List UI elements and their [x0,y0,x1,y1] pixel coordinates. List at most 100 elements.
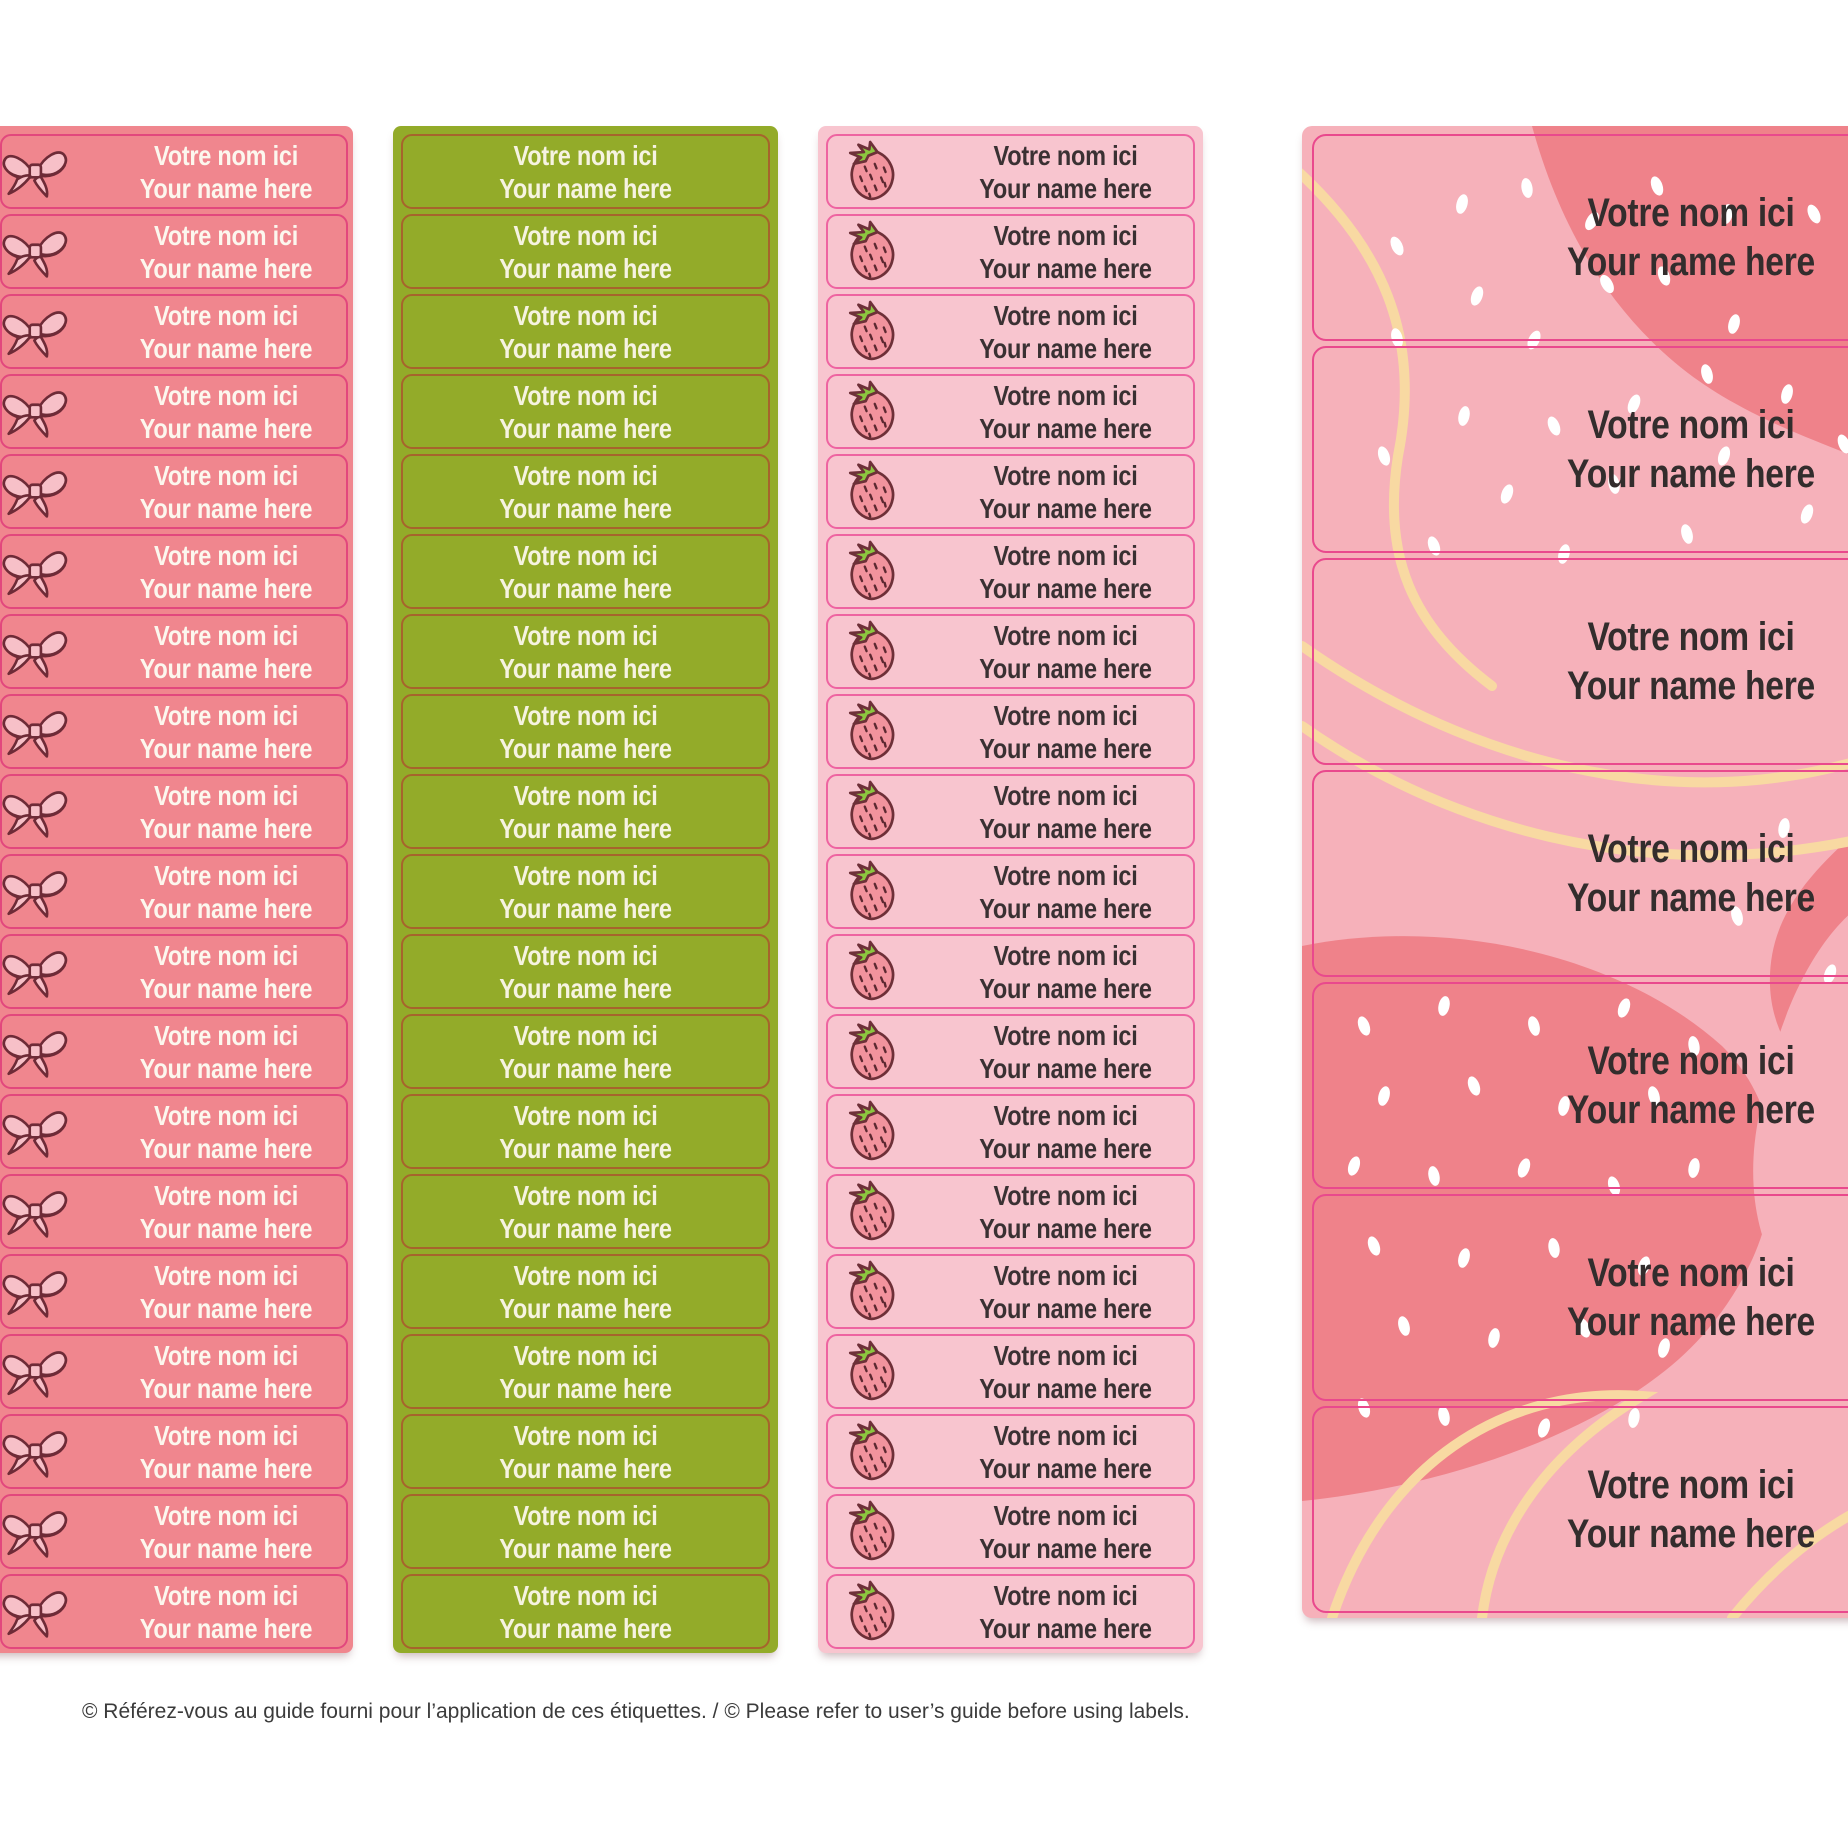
label-text: Votre nom ici Your name here [432,299,739,365]
label-sheet-bow: Votre nom ici Your name here Votre nom ic… [0,126,353,1653]
name-label: Votre nom ici Your name here [401,1094,770,1169]
label-text: Votre nom ici Your name here [125,1019,327,1085]
label-text: Votre nom ici Your name here [125,1099,327,1165]
label-icon-box [828,1258,938,1326]
name-label: Votre nom ici Your name here [0,1254,348,1329]
label-text-en: Your name here [139,1452,313,1484]
strawberry-icon [848,940,895,1000]
label-text-fr: Votre nom ici [1587,826,1795,871]
label-text-en: Your name here [499,892,672,924]
name-label: Votre nom ici Your name here [0,1094,348,1169]
label-text: Votre nom ici Your name here [958,939,1172,1005]
label-text-en: Your name here [1567,875,1815,920]
label-text-en: Your name here [979,572,1152,604]
label-text: Votre nom ici Your name here [432,1019,739,1085]
label-text-en: Your name here [139,1372,313,1404]
label-text-fr: Votre nom ici [993,299,1138,331]
label-text-fr: Votre nom ici [1587,1250,1795,1295]
name-label: Votre nom ici Your name here [826,854,1195,929]
label-text-fr: Votre nom ici [154,1179,298,1211]
label-text-fr: Votre nom ici [154,859,298,891]
label-text: Votre nom ici Your name here [125,1259,327,1325]
strawberry-icon [848,700,895,760]
label-text: Votre nom ici Your name here [125,299,327,365]
label-text: Votre nom ici Your name here [432,459,739,525]
label-text-fr: Votre nom ici [154,939,298,971]
label-text-fr: Votre nom ici [513,1019,658,1051]
label-text-fr: Votre nom ici [513,539,658,571]
label-text: Votre nom ici Your name here [958,699,1172,765]
label-icon-box [828,778,938,846]
label-text: Votre nom ici Your name here [958,619,1172,685]
label-text: Votre nom ici Your name here [432,379,739,445]
label-text-fr: Votre nom ici [513,1179,658,1211]
name-label: Votre nom ici Your name here [826,1334,1195,1409]
label-text-fr: Votre nom ici [993,859,1138,891]
label-text-en: Your name here [499,972,672,1004]
label-icon-box [2,1263,106,1321]
label-text-fr: Votre nom ici [154,779,298,811]
label-icon-box [2,1503,106,1561]
name-label: Votre nom ici Your name here [0,294,348,369]
label-text-en: Your name here [139,172,313,204]
label-text: Votre nom ici Your name here [958,299,1172,365]
label-text: Votre nom ici Your name here [958,859,1172,925]
label-text-en: Your name here [499,332,672,364]
label-text-fr: Votre nom ici [513,1339,658,1371]
label-text-fr: Votre nom ici [993,139,1138,171]
label-text-en: Your name here [139,1292,313,1324]
name-label: Votre nom ici Your name here [826,1254,1195,1329]
label-text: Votre nom ici Your name here [125,699,327,765]
label-text-en: Your name here [139,332,313,364]
bow-icon [2,950,68,998]
label-text-fr: Votre nom ici [513,1579,658,1611]
label-text-fr: Votre nom ici [513,219,658,251]
name-label: Votre nom ici Your name here [826,774,1195,849]
label-text: Votre nom ici Your name here [432,1099,739,1165]
label-icon-box [2,703,106,761]
bow-icon [2,230,68,278]
name-label: Votre nom ici Your name here [1312,982,1848,1189]
label-text: Votre nom ici Your name here [958,1099,1172,1165]
label-text: Votre nom ici Your name here [958,1179,1172,1245]
label-text-en: Your name here [499,172,672,204]
label-text-fr: Votre nom ici [513,939,658,971]
name-label: Votre nom ici Your name here [826,1574,1195,1649]
label-text: Votre nom ici Your name here [125,1579,327,1645]
name-label: Votre nom ici Your name here [401,614,770,689]
label-text-fr: Votre nom ici [993,459,1138,491]
label-text-en: Your name here [979,812,1152,844]
label-text-fr: Votre nom ici [993,939,1138,971]
label-text-fr: Votre nom ici [993,1019,1138,1051]
name-label: Votre nom ici Your name here [1312,770,1848,977]
label-text: Votre nom ici Your name here [432,619,739,685]
label-text-en: Your name here [499,1372,672,1404]
label-text: Votre nom ici Your name here [1374,189,1848,287]
label-text: Votre nom ici Your name here [432,859,739,925]
bow-icon [2,870,68,918]
strawberry-icon [848,1420,895,1480]
name-label: Votre nom ici Your name here [401,1174,770,1249]
label-text: Votre nom ici Your name here [125,1419,327,1485]
label-text-en: Your name here [139,652,313,684]
label-text-en: Your name here [1567,451,1815,496]
label-text-fr: Votre nom ici [993,1579,1138,1611]
label-text: Votre nom ici Your name here [125,939,327,1005]
label-text-fr: Votre nom ici [993,539,1138,571]
label-text: Votre nom ici Your name here [432,139,739,205]
name-label: Votre nom ici Your name here [401,1414,770,1489]
label-sheet-strawberry: Votre nom ici Your name here Votre nom ic… [818,126,1203,1653]
name-label: Votre nom ici Your name here [401,1334,770,1409]
label-text-en: Your name here [139,252,313,284]
label-text-fr: Votre nom ici [154,459,298,491]
label-text: Votre nom ici Your name here [958,219,1172,285]
name-label: Votre nom ici Your name here [401,294,770,369]
name-label: Votre nom ici Your name here [0,934,348,1009]
strawberry-icon [848,220,895,280]
name-label: Votre nom ici Your name here [0,1574,348,1649]
label-text: Votre nom ici Your name here [1374,1249,1848,1347]
label-text-fr: Votre nom ici [993,619,1138,651]
label-sheet-abstract-large: Votre nom ici Your name here Votre nom ici… [1302,126,1848,1618]
label-text: Votre nom ici Your name here [125,1179,327,1245]
name-label: Votre nom ici Your name here [0,1494,348,1569]
